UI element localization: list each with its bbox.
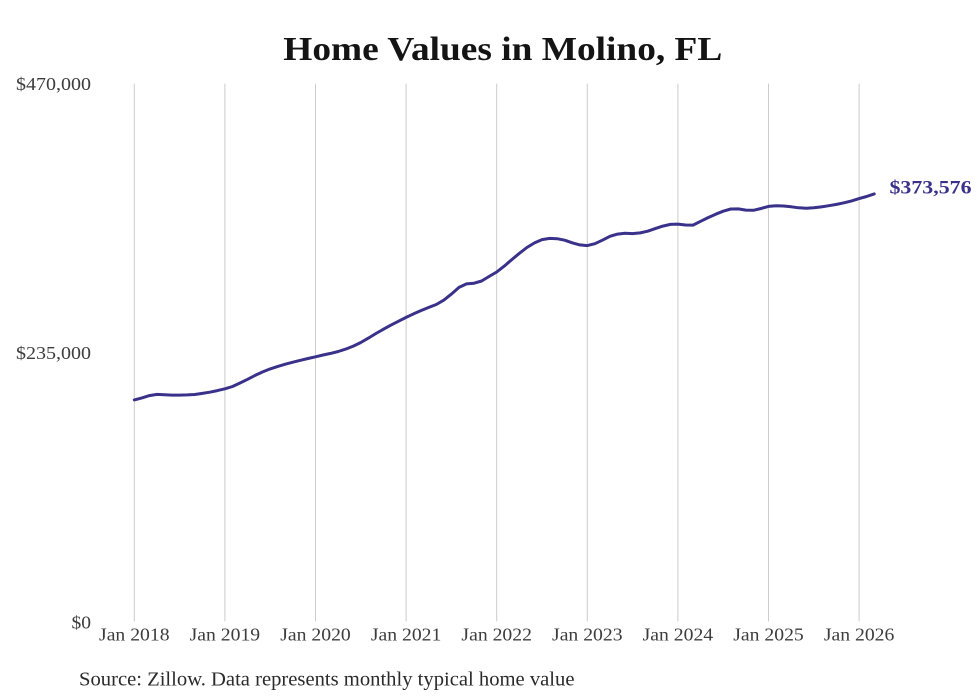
svg-text:$470,000: $470,000 [16,74,91,94]
svg-text:Jan 2023: Jan 2023 [552,625,623,645]
svg-text:Jan 2024: Jan 2024 [643,625,714,645]
svg-text:Jan 2025: Jan 2025 [733,625,804,645]
svg-text:Jan 2018: Jan 2018 [99,625,170,645]
svg-text:$0: $0 [72,612,92,632]
svg-text:Jan 2026: Jan 2026 [824,625,895,645]
svg-text:Jan 2022: Jan 2022 [461,625,532,645]
svg-text:$235,000: $235,000 [16,343,91,363]
svg-text:Jan 2019: Jan 2019 [190,625,261,645]
svg-text:Source: Zillow. Data represent: Source: Zillow. Data represents monthly … [79,668,575,690]
svg-text:Home Values in Molino, FL: Home Values in Molino, FL [283,31,722,68]
svg-text:Jan 2020: Jan 2020 [280,625,351,645]
svg-text:Jan 2021: Jan 2021 [371,625,442,645]
svg-text:$373,576: $373,576 [890,177,972,198]
